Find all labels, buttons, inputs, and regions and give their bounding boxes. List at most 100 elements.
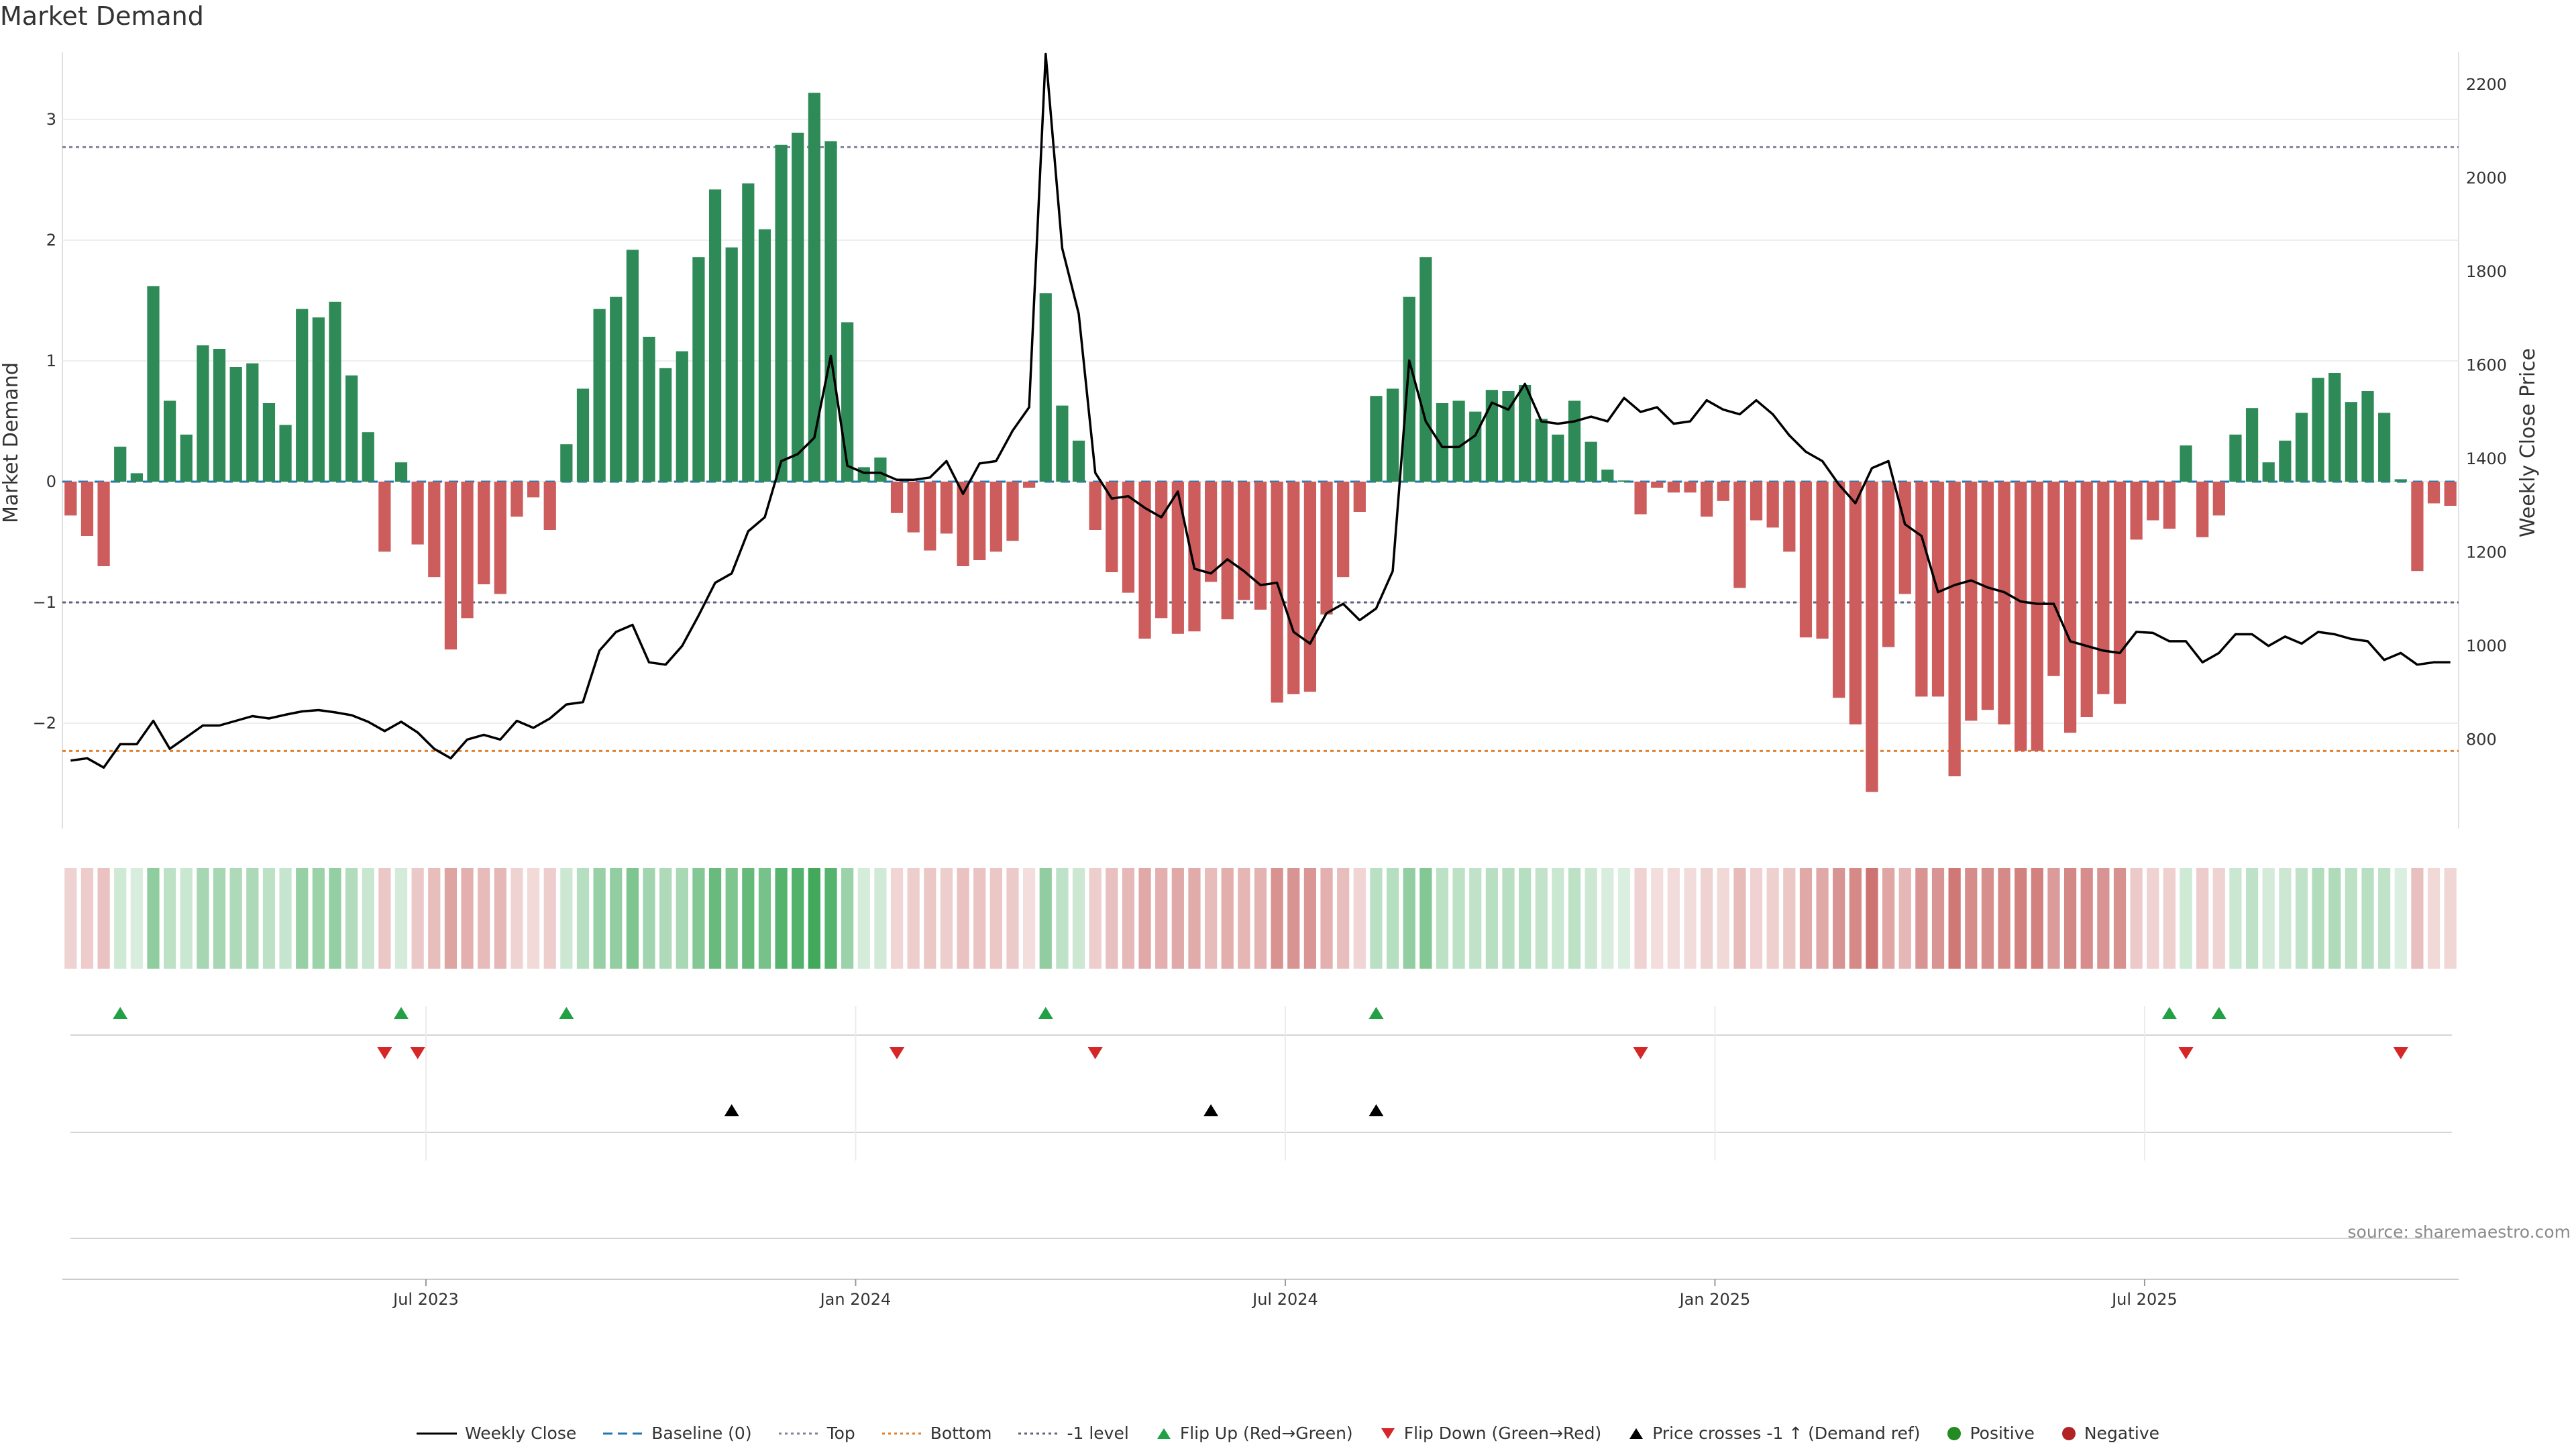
demand-bar-negative — [1122, 482, 1135, 593]
demand-bar-positive — [2328, 373, 2341, 482]
legend-label: -1 level — [1067, 1424, 1129, 1443]
demand-bar-positive — [1552, 434, 1564, 482]
demand-bar-positive — [2345, 402, 2357, 482]
y-tick-right-label: 1000 — [2466, 637, 2507, 655]
demand-bar-positive — [1056, 405, 1069, 482]
dashed-line-icon — [603, 1432, 644, 1434]
heat-cell — [1403, 868, 1415, 969]
demand-bar-negative — [1188, 482, 1201, 632]
heat-cell — [1436, 868, 1449, 969]
demand-bar-negative — [2113, 482, 2127, 704]
heat-cell — [1452, 868, 1465, 969]
dotted-line-minus-one-icon — [1018, 1432, 1059, 1434]
demand-bar-positive — [1601, 470, 1614, 482]
demand-bar-negative — [1948, 482, 1961, 777]
heat-cell — [593, 868, 606, 969]
legend-label: Bottom — [930, 1424, 992, 1443]
heat-cell — [2196, 868, 2209, 969]
heat-cell — [857, 868, 870, 969]
heat-cell — [2047, 868, 2060, 969]
heat-cell — [1271, 868, 1283, 969]
demand-bar-negative — [80, 482, 94, 536]
heat-cell — [1651, 868, 1664, 969]
heat-cell — [1981, 868, 1994, 969]
demand-bar-negative — [2097, 482, 2110, 694]
demand-bar-positive — [2279, 440, 2292, 482]
demand-bar-positive — [725, 247, 738, 482]
demand-bar-negative — [1733, 482, 1746, 588]
heat-cell — [560, 868, 573, 969]
demand-bar-negative — [973, 482, 986, 560]
heat-cell — [808, 868, 820, 969]
heat-cell — [1816, 868, 1829, 969]
heat-cell — [1866, 868, 1878, 969]
y-tick-right-label: 2000 — [2466, 168, 2507, 187]
demand-bar-negative — [2080, 482, 2093, 717]
flip-down-marker — [1087, 1047, 1103, 1059]
demand-bar-positive — [1502, 391, 1515, 482]
demand-bar-negative — [1849, 482, 1862, 724]
demand-bar-positive — [229, 367, 242, 482]
heat-cell — [1783, 868, 1796, 969]
heat-cell — [957, 868, 969, 969]
legend-label: Negative — [2084, 1424, 2160, 1443]
demand-bar-positive — [676, 351, 688, 482]
heat-cell — [2113, 868, 2127, 969]
flip-up-marker — [559, 1007, 574, 1019]
heat-cell — [1585, 868, 1597, 969]
heat-cell — [1502, 868, 1515, 969]
demand-bar-positive — [560, 444, 573, 482]
y-tick-right-label: 1400 — [2466, 449, 2507, 468]
heat-cell — [2394, 868, 2407, 969]
heat-cell — [1106, 868, 1118, 969]
demand-bar-negative — [1254, 482, 1267, 610]
demand-bar-negative — [890, 482, 904, 513]
heat-cell — [742, 868, 755, 969]
demand-bar-positive — [2312, 378, 2324, 482]
demand-bar-negative — [1684, 482, 1697, 493]
chart-title: Market Demand — [0, 1, 204, 31]
heat-cell — [362, 868, 374, 969]
heat-cell — [511, 868, 523, 969]
legend-item-flip-up: Flip Up (Red→Green) — [1156, 1424, 1353, 1443]
legend-item-top: Top — [778, 1424, 855, 1443]
heat-cell — [1171, 868, 1184, 969]
heat-cell — [708, 868, 722, 969]
flip-up-marker — [394, 1007, 409, 1019]
heat-cell — [2245, 868, 2259, 969]
demand-bar-negative — [2212, 482, 2225, 516]
heat-cell — [461, 868, 474, 969]
heat-cell — [1898, 868, 1911, 969]
heat-cell — [1552, 868, 1564, 969]
legend-label: Price crosses -1 ↑ (Demand ref) — [1652, 1424, 1921, 1443]
heat-cell — [296, 868, 309, 969]
heat-cell — [444, 868, 458, 969]
heat-cell — [1882, 868, 1895, 969]
y-tick-left-label: 1 — [46, 352, 56, 370]
heat-cell — [1915, 868, 1928, 969]
demand-bar-positive — [1535, 419, 1548, 482]
demand-bar-negative — [1766, 482, 1779, 528]
demand-bar-negative — [1816, 482, 1829, 639]
heat-cell — [2361, 868, 2374, 969]
demand-bar-negative — [411, 482, 424, 545]
legend-item-weekly-close: Weekly Close — [416, 1424, 576, 1443]
demand-bar-positive — [1370, 396, 1383, 482]
heat-cell — [213, 868, 226, 969]
legend-label: Flip Up (Red→Green) — [1179, 1424, 1353, 1443]
heat-cell — [2444, 868, 2457, 969]
demand-bar-negative — [1353, 482, 1366, 512]
heat-cell — [2163, 868, 2176, 969]
demand-bar-positive — [1403, 297, 1415, 482]
demand-bar-negative — [1866, 482, 1878, 792]
heat-cell — [1948, 868, 1961, 969]
x-tick-label: Jul 2025 — [2110, 1290, 2178, 1309]
flip-up-marker — [2211, 1007, 2226, 1019]
legend-label: Positive — [1970, 1424, 2035, 1443]
heat-cell — [924, 868, 936, 969]
heat-cell — [1766, 868, 1779, 969]
heat-cell — [1601, 868, 1614, 969]
heat-cell — [2229, 868, 2242, 969]
heat-cell — [2097, 868, 2110, 969]
